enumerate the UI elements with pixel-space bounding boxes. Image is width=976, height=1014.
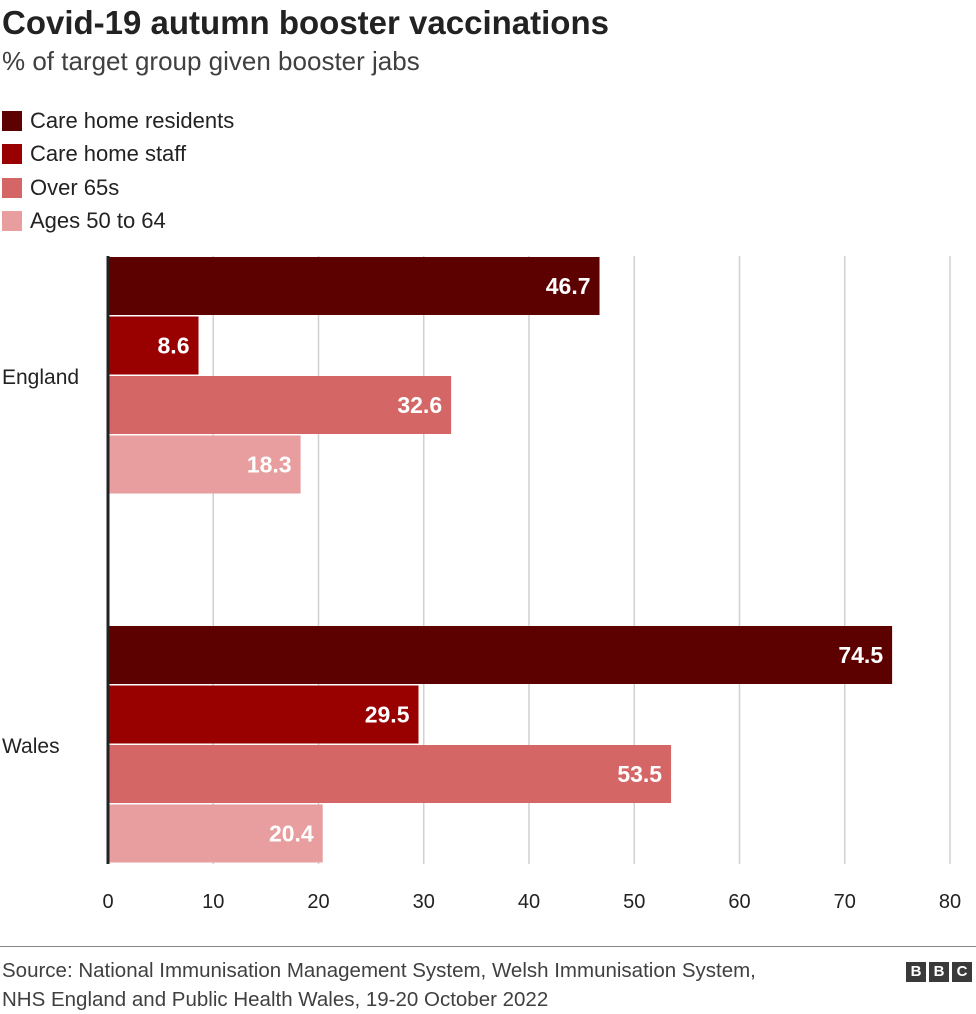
legend-item-ages-50-to-64: Ages 50 to 64 [2, 205, 234, 239]
bar [108, 257, 600, 315]
legend-swatch [2, 144, 22, 165]
category-label: Wales [2, 735, 60, 758]
bar [108, 804, 323, 863]
bbc-logo-letter: C [952, 962, 972, 982]
legend-swatch [2, 211, 22, 232]
bar [108, 376, 452, 434]
bar-value-label: 20.4 [269, 821, 314, 847]
x-tick-label: 10 [202, 891, 224, 913]
legend: Care home residents Care home staff Over… [2, 104, 234, 238]
bar-value-label: 32.6 [397, 392, 442, 418]
bbc-logo-letter: B [929, 962, 949, 982]
bar-value-label: 29.5 [365, 702, 410, 728]
bar-chart: 0 10 20 30 40 50 60 70 80 46.7 8.6 32.6 18.3 England 7… [2, 256, 961, 913]
bbc-logo: B B C [906, 962, 972, 982]
bar [108, 745, 672, 803]
legend-swatch [2, 177, 22, 198]
legend-label: Ages 50 to 64 [30, 208, 166, 234]
bar-value-label: 46.7 [546, 273, 591, 299]
x-tick-label: 50 [623, 891, 645, 913]
bbc-logo-letter: B [906, 962, 926, 982]
category-label: England [2, 366, 79, 389]
bar [108, 435, 301, 494]
bar-value-label: 8.6 [158, 333, 190, 359]
x-tick-label: 0 [102, 891, 113, 913]
legend-item-care-home-staff: Care home staff [2, 138, 234, 172]
bar [108, 316, 199, 375]
bar-value-label: 53.5 [617, 761, 662, 787]
legend-label: Care home staff [30, 141, 187, 167]
bar-value-label: 18.3 [247, 452, 292, 478]
bar-value-label: 74.5 [838, 642, 883, 668]
chart-subtitle: % of target group given booster jabs [2, 46, 420, 76]
x-tick-label: 70 [834, 891, 856, 913]
footer-divider [0, 946, 976, 947]
chart-title: Covid-19 autumn booster vaccinations [2, 4, 609, 41]
bar [108, 685, 419, 744]
source-line-1: Source: National Immunisation Management… [2, 959, 756, 982]
legend-label: Care home residents [30, 107, 235, 133]
source-note: Source: National Immunisation Management… [2, 956, 756, 1014]
legend-label: Over 65s [30, 174, 120, 200]
source-line-2: NHS England and Public Health Wales, 19-… [2, 988, 549, 1011]
legend-item-care-home-residents: Care home residents [2, 104, 234, 138]
bar [108, 626, 893, 684]
x-tick-label: 80 [939, 891, 961, 913]
x-tick-label: 40 [518, 891, 540, 913]
x-tick-label: 20 [307, 891, 329, 913]
x-tick-label: 60 [728, 891, 750, 913]
legend-item-over-65s: Over 65s [2, 171, 234, 205]
x-tick-label: 30 [413, 891, 435, 913]
legend-swatch [2, 110, 22, 131]
